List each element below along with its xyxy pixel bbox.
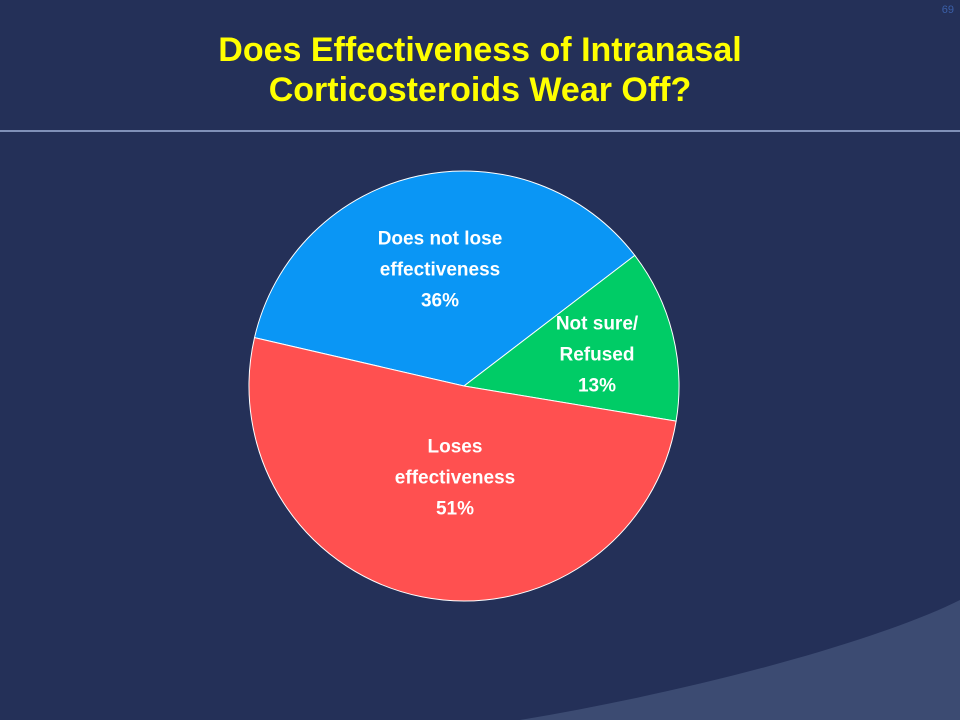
category: Not sure/ Refused <box>555 313 639 366</box>
value-label: 51% <box>435 498 475 520</box>
slide-number: 69 <box>941 4 954 16</box>
decor-swoosh <box>520 600 960 720</box>
chart-title: Does Effectiveness of Intranasal Cortico… <box>218 31 742 109</box>
value-label: 36% <box>420 290 460 312</box>
category: Does not lose effectiveness <box>377 228 503 281</box>
category: Loses effectiveness <box>394 436 516 489</box>
slice-label: Not sure/ Refused 13% <box>542 309 652 402</box>
pie <box>248 170 680 602</box>
slice-label: Does not lose effectiveness 36% <box>350 224 530 317</box>
value-label: 13% <box>577 375 617 397</box>
pie-slice <box>462 254 680 422</box>
pie-slice <box>248 337 677 602</box>
pie-slice <box>253 170 636 387</box>
slice-label: Loses effectiveness 51% <box>370 432 540 525</box>
